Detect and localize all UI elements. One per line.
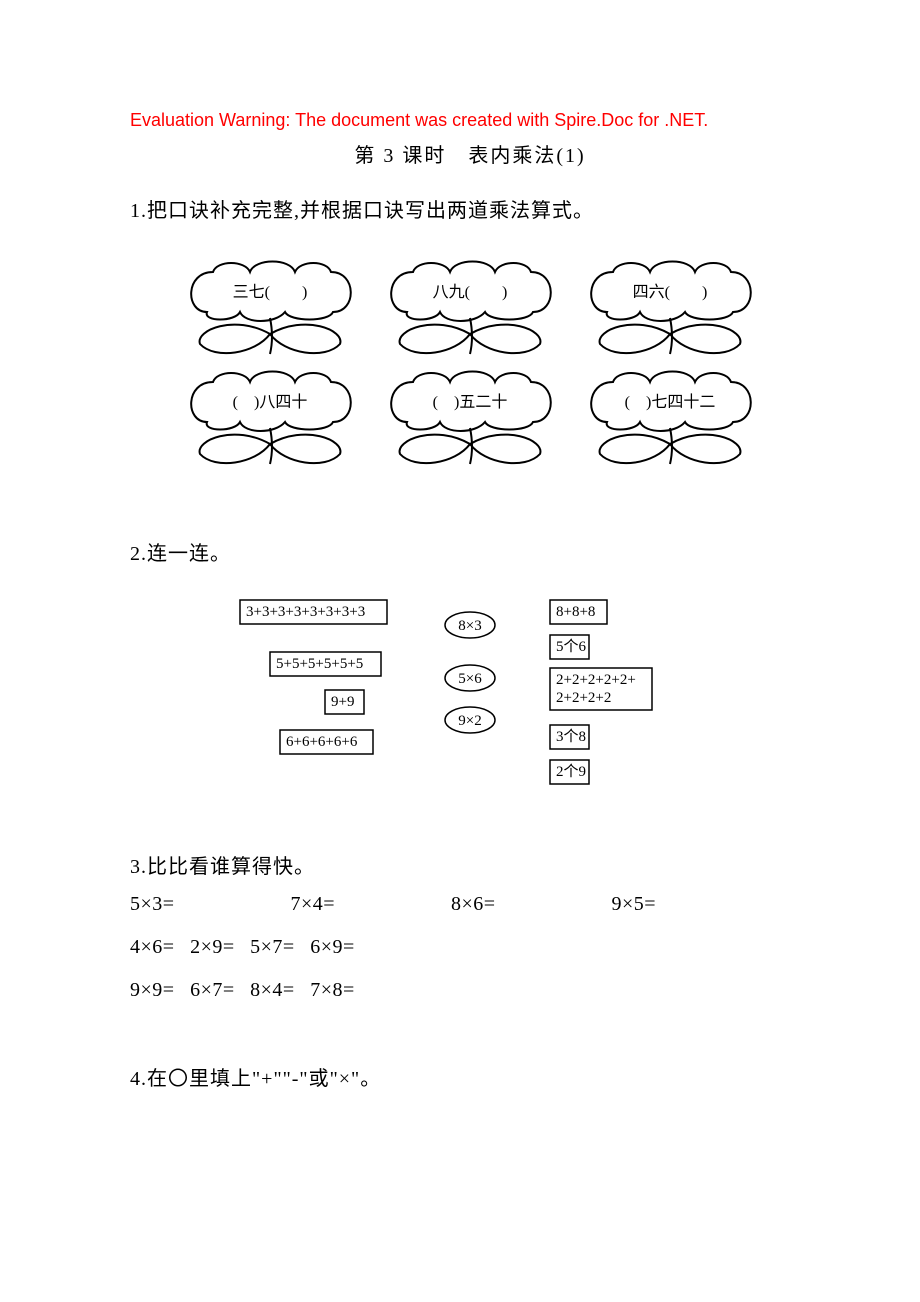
svg-text:2+2+2+2+2+: 2+2+2+2+2+ xyxy=(556,672,636,688)
q1-prompt: 1.把口诀补充完整,并根据口诀写出两道乘法算式。 xyxy=(130,194,810,223)
svg-text:5个6: 5个6 xyxy=(556,638,587,655)
svg-text:( )五二十: ( )五二十 xyxy=(433,393,508,411)
q3-row2: 4×6= 2×9= 5×7= 6×9= xyxy=(130,936,810,959)
q3-cell: 5×7= xyxy=(250,936,295,959)
q3-cell: 6×9= xyxy=(310,936,355,959)
q2-matching-figure: 3+3+3+3+3+3+3+3 5+5+5+5+5+5 9+9 6+6+6+6+6 8×… xyxy=(210,580,730,790)
svg-text:5+5+5+5+5+5: 5+5+5+5+5+5 xyxy=(276,656,363,672)
svg-text:5×6: 5×6 xyxy=(458,671,482,687)
svg-text:三七( ): 三七( ) xyxy=(233,283,308,301)
svg-text:四六( ): 四六( ) xyxy=(633,283,708,301)
svg-text:( )七四十二: ( )七四十二 xyxy=(625,393,716,411)
worksheet-page: Evaluation Warning: The document was cre… xyxy=(0,0,920,1302)
eval-warning: Evaluation Warning: The document was cre… xyxy=(130,110,810,131)
q3-cell: 7×8= xyxy=(310,979,355,1002)
svg-text:8+8+8: 8+8+8 xyxy=(556,604,595,620)
svg-text:3+3+3+3+3+3+3+3: 3+3+3+3+3+3+3+3 xyxy=(246,604,365,620)
q3-cell: 8×4= xyxy=(250,979,295,1002)
q3-cell: 5×3= xyxy=(130,893,285,916)
svg-text:8×3: 8×3 xyxy=(458,618,481,634)
q3-cell: 2×9= xyxy=(190,936,235,959)
q3-cell: 7×4= xyxy=(291,893,446,916)
svg-text:3个8: 3个8 xyxy=(556,728,586,745)
q3-cell: 9×9= xyxy=(130,979,175,1002)
q3-prompt: 3.比比看谁算得快。 xyxy=(130,850,810,879)
svg-text:9×2: 9×2 xyxy=(458,713,481,729)
svg-text:9+9: 9+9 xyxy=(331,694,354,710)
q1-flowers-figure: 三七( ) 八九( ) 四六( ) ( )八四十 ( )五二十 ( )七四十二 xyxy=(160,237,780,477)
q3-row3: 9×9= 6×7= 8×4= 7×8= xyxy=(130,979,810,1002)
q3-cell: 9×5= xyxy=(612,893,767,916)
page-title: 第 3 课时 表内乘法(1) xyxy=(130,139,810,168)
q3-row1: 5×3= 7×4= 8×6= 9×5= xyxy=(130,893,810,916)
q3-cell: 4×6= xyxy=(130,936,175,959)
svg-text:2+2+2+2: 2+2+2+2 xyxy=(556,690,611,706)
svg-text:6+6+6+6+6: 6+6+6+6+6 xyxy=(286,734,358,750)
svg-text:2个9: 2个9 xyxy=(556,763,586,780)
q3-cell: 8×6= xyxy=(451,893,606,916)
q2-prompt: 2.连一连。 xyxy=(130,537,810,566)
q4-prompt: 4.在〇里填上"+""-"或"×"。 xyxy=(130,1062,810,1091)
svg-text:八九( ): 八九( ) xyxy=(433,283,508,301)
q3-cell: 6×7= xyxy=(190,979,235,1002)
svg-text:( )八四十: ( )八四十 xyxy=(233,393,308,411)
